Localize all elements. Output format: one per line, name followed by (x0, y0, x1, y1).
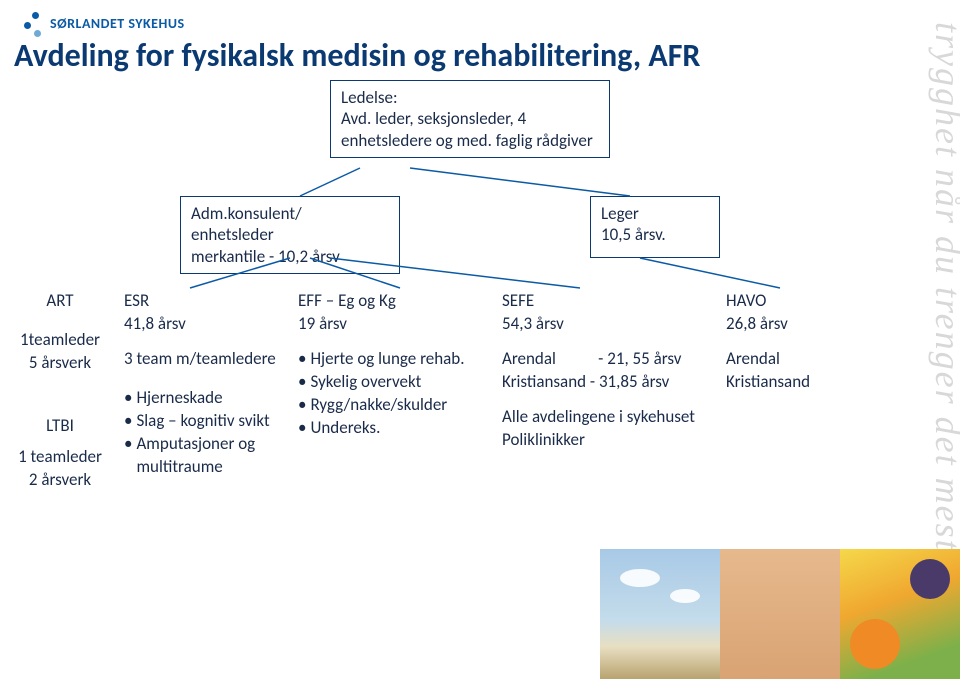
ledelse-line2: Avd. leder, seksjonsleder, 4 enhetsleder… (341, 108, 599, 151)
havo-head1: HAVO (726, 290, 866, 313)
esr-b1: Slag – kognitiv svikt (124, 410, 284, 433)
col-havo: HAVO 26,8 årsv Arendal Kristiansand (726, 290, 866, 394)
art-sub1: 1teamleder (10, 329, 110, 352)
logo: SØRLANDET SYKEHUS (18, 10, 185, 36)
label-art: ART 1teamleder 5 årsverk (10, 290, 110, 375)
ledelse-line1: Ledelse: (341, 87, 599, 108)
eff-head1: EFF – Eg og Kg (298, 290, 488, 313)
sefe-l2: Kristiansand - 31,85 årsv (502, 371, 712, 394)
havo-l1: Arendal (726, 348, 866, 371)
page-title: Avdeling for fysikalsk medisin og rehabi… (14, 36, 700, 75)
ltbi-sub1: 1 teamleder (10, 446, 110, 469)
eff-head2: 19 årsv (298, 313, 488, 336)
esr-bullets: Hjerneskade Slag – kognitiv svikt Amputa… (124, 387, 284, 479)
footer-face-icon (720, 549, 840, 679)
adm-line2: enhetsleder (191, 224, 389, 245)
label-ltbi: LTBI 1 teamleder 2 årsverk (10, 405, 110, 492)
esr-b2: Amputasjoner og multitraume (124, 433, 284, 479)
ltbi-title: LTBI (10, 415, 110, 438)
sefe-l4: Poliklinikker (502, 429, 712, 452)
logo-dots-icon (18, 10, 44, 36)
box-ledelse: Ledelse: Avd. leder, seksjonsleder, 4 en… (330, 80, 610, 158)
esr-body1: 3 team m/teamledere (124, 348, 284, 371)
eff-bullets: Hjerte og lunge rehab. Sykelig overvekt … (298, 348, 488, 440)
sefe-head1: SEFE (502, 290, 712, 313)
adm-line3: merkantile - 10,2 årsv (191, 246, 389, 267)
columns-row: ART 1teamleder 5 årsverk LTBI 1 teamlede… (10, 290, 940, 522)
sefe-head2: 54,3 årsv (502, 313, 712, 336)
footer-image (600, 549, 960, 679)
eff-b3: Undereks. (298, 417, 488, 440)
box-adm: Adm.konsulent/ enhetsleder merkantile - … (180, 196, 400, 274)
havo-l2: Kristiansand (726, 371, 866, 394)
col-sefe: SEFE 54,3 årsv Arendal - 21, 55 årsv Kri… (502, 290, 712, 452)
box-leger: Leger 10,5 årsv. (590, 196, 720, 258)
adm-line1: Adm.konsulent/ (191, 203, 389, 224)
col-esr: ESR 41,8 årsv 3 team m/teamledere Hjerne… (124, 290, 284, 479)
ltbi-sub2: 2 årsverk (10, 469, 110, 492)
leger-line2: 10,5 årsv. (601, 224, 709, 245)
footer-fruit-icon (840, 549, 960, 679)
footer-sky-icon (600, 549, 720, 679)
eff-b2: Rygg/nakke/skulder (298, 394, 488, 417)
sefe-l1: Arendal - 21, 55 årsv (502, 348, 712, 371)
esr-head1: ESR (124, 290, 284, 313)
eff-b0: Hjerte og lunge rehab. (298, 348, 488, 371)
eff-b1: Sykelig overvekt (298, 371, 488, 394)
havo-head2: 26,8 årsv (726, 313, 866, 336)
art-title: ART (10, 290, 110, 313)
leger-line1: Leger (601, 203, 709, 224)
art-sub2: 5 årsverk (10, 352, 110, 375)
col-eff: EFF – Eg og Kg 19 årsv Hjerte og lunge r… (298, 290, 488, 440)
left-labels-col: ART 1teamleder 5 årsverk LTBI 1 teamlede… (10, 290, 110, 522)
esr-b0: Hjerneskade (124, 387, 284, 410)
logo-text: SØRLANDET SYKEHUS (50, 15, 185, 32)
esr-head2: 41,8 årsv (124, 313, 284, 336)
sefe-l3: Alle avdelingene i sykehuset (502, 406, 712, 429)
